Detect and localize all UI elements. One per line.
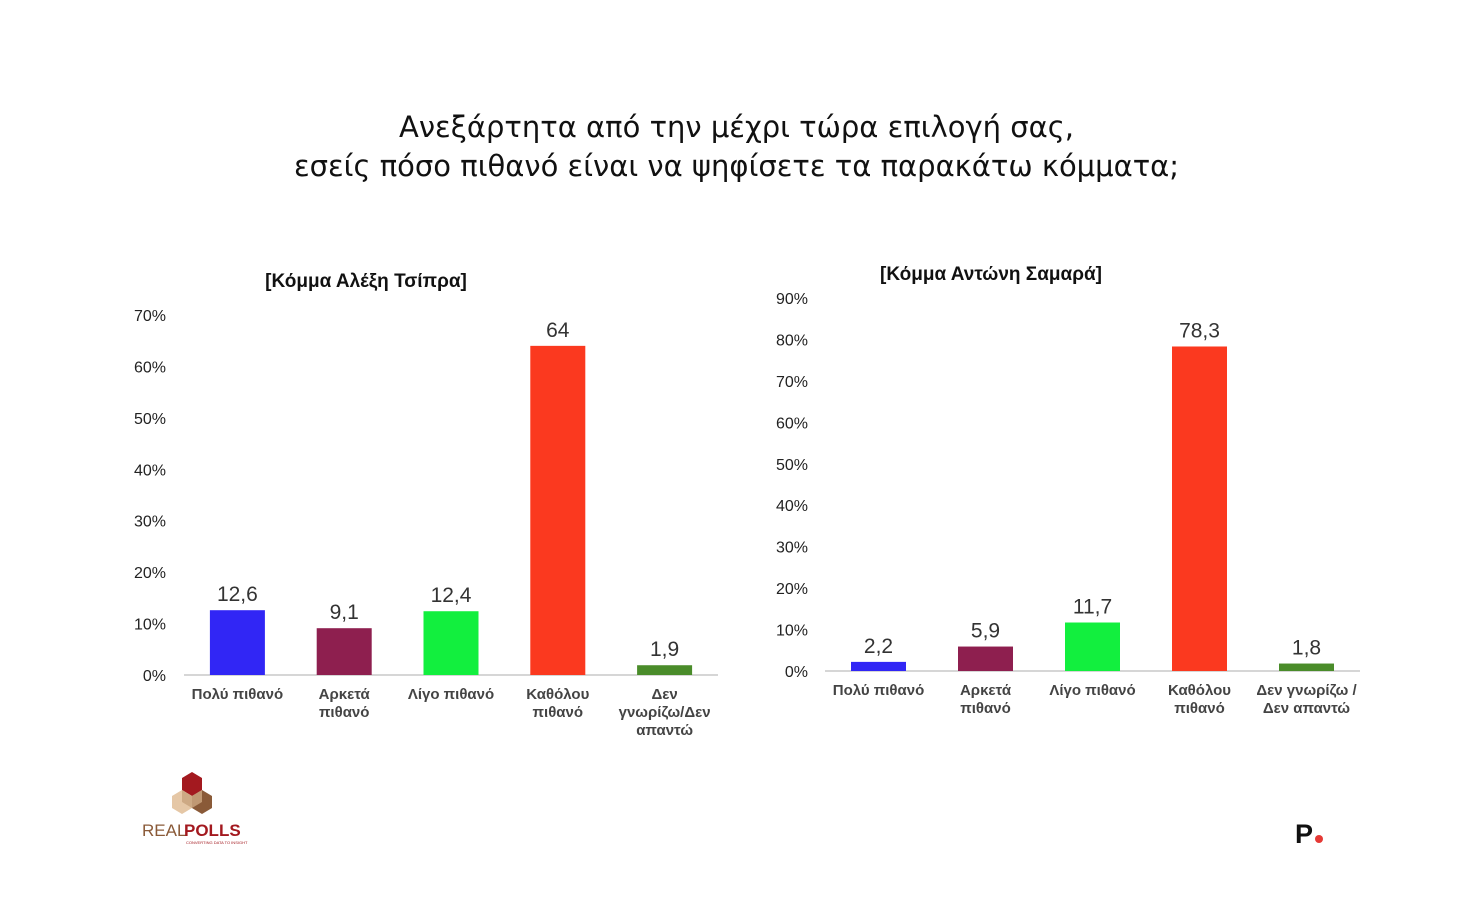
bar: [316, 628, 372, 675]
data-label: 11,7: [1073, 596, 1112, 619]
data-label: 12,6: [217, 583, 258, 606]
bar: [1172, 346, 1227, 671]
category-label: Δεν: [651, 686, 677, 703]
logo-tagline: CONVERTING DATA TO INSIGHT: [186, 840, 248, 845]
chart-title: [Κόμμα Αντώνη Σαμαρά]: [880, 264, 1102, 285]
y-tick-label: 60%: [776, 415, 808, 432]
category-label: πιθανό: [533, 704, 584, 721]
category-label: πιθανό: [960, 700, 1011, 717]
p-logo-letter: P: [1295, 819, 1313, 848]
data-label: 2,2: [864, 635, 893, 658]
category-label: Λίγο πιθανό: [408, 686, 494, 703]
y-tick-label: 80%: [776, 332, 808, 349]
category-label: Καθόλου: [1168, 682, 1231, 699]
y-tick-label: 10%: [776, 623, 808, 640]
y-tick-label: 90%: [776, 291, 808, 308]
logo-cube-center: [182, 790, 202, 808]
p-logo-dot: [1315, 835, 1323, 843]
y-tick-label: 30%: [134, 514, 166, 531]
data-label: 1,8: [1292, 637, 1321, 660]
category-label: πιθανό: [319, 704, 370, 721]
y-tick-label: 0%: [143, 668, 166, 685]
chart-title: [Κόμμα Αλέξη Τσίπρα]: [265, 271, 467, 292]
data-label: 78,3: [1179, 319, 1220, 342]
data-label: 1,9: [650, 638, 679, 661]
category-label: Καθόλου: [526, 686, 589, 703]
bar: [1065, 622, 1120, 671]
y-tick-label: 40%: [776, 498, 808, 515]
data-label: 9,1: [330, 601, 359, 624]
category-label: Αρκετά: [319, 686, 371, 703]
data-label: 12,4: [431, 584, 472, 607]
bar: [530, 345, 586, 675]
y-tick-label: 40%: [134, 462, 166, 479]
title-line-2: εσείς πόσο πιθανό είναι να ψηφίσετε τα π…: [293, 149, 1180, 183]
p-logo: P: [1295, 819, 1323, 848]
y-tick-label: 0%: [785, 664, 808, 681]
bar: [958, 646, 1013, 671]
category-label: Δεν απαντώ: [1263, 700, 1351, 717]
y-tick-label: 10%: [134, 617, 166, 634]
category-label: γνωρίζω/Δεν: [619, 704, 711, 721]
category-label: Δεν γνωρίζω /: [1256, 682, 1357, 699]
category-label: Πολύ πιθανό: [833, 682, 925, 699]
category-label: Λίγο πιθανό: [1049, 682, 1135, 699]
page-title: Ανεξάρτητα από την μέχρι τώρα επιλογή σα…: [0, 108, 1473, 186]
bar: [851, 661, 906, 671]
realpolls-logo: REAL POLLS CONVERTING DATA TO INSIGHT: [142, 772, 248, 845]
category-label: πιθανό: [1174, 700, 1225, 717]
bar: [637, 665, 693, 675]
logo-text-real: REAL: [142, 821, 186, 840]
category-label: απαντώ: [636, 722, 693, 739]
y-tick-label: 60%: [134, 359, 166, 376]
y-tick-label: 70%: [134, 308, 166, 325]
y-tick-label: 50%: [134, 411, 166, 428]
category-label: Πολύ πιθανό: [192, 686, 284, 703]
y-tick-label: 20%: [134, 565, 166, 582]
title-line-1: Ανεξάρτητα από την μέχρι τώρα επιλογή σα…: [399, 110, 1074, 144]
bar: [1279, 663, 1334, 671]
category-label: Αρκετά: [960, 682, 1012, 699]
logo-text-polls: POLLS: [184, 821, 241, 840]
y-tick-label: 30%: [776, 540, 808, 557]
y-tick-label: 20%: [776, 581, 808, 598]
bar: [209, 610, 265, 675]
data-label: 5,9: [971, 620, 1000, 643]
data-label: 64: [546, 319, 570, 342]
y-tick-label: 70%: [776, 374, 808, 391]
bar: [423, 611, 479, 675]
logo-cube-top: [182, 772, 202, 796]
y-tick-label: 50%: [776, 457, 808, 474]
